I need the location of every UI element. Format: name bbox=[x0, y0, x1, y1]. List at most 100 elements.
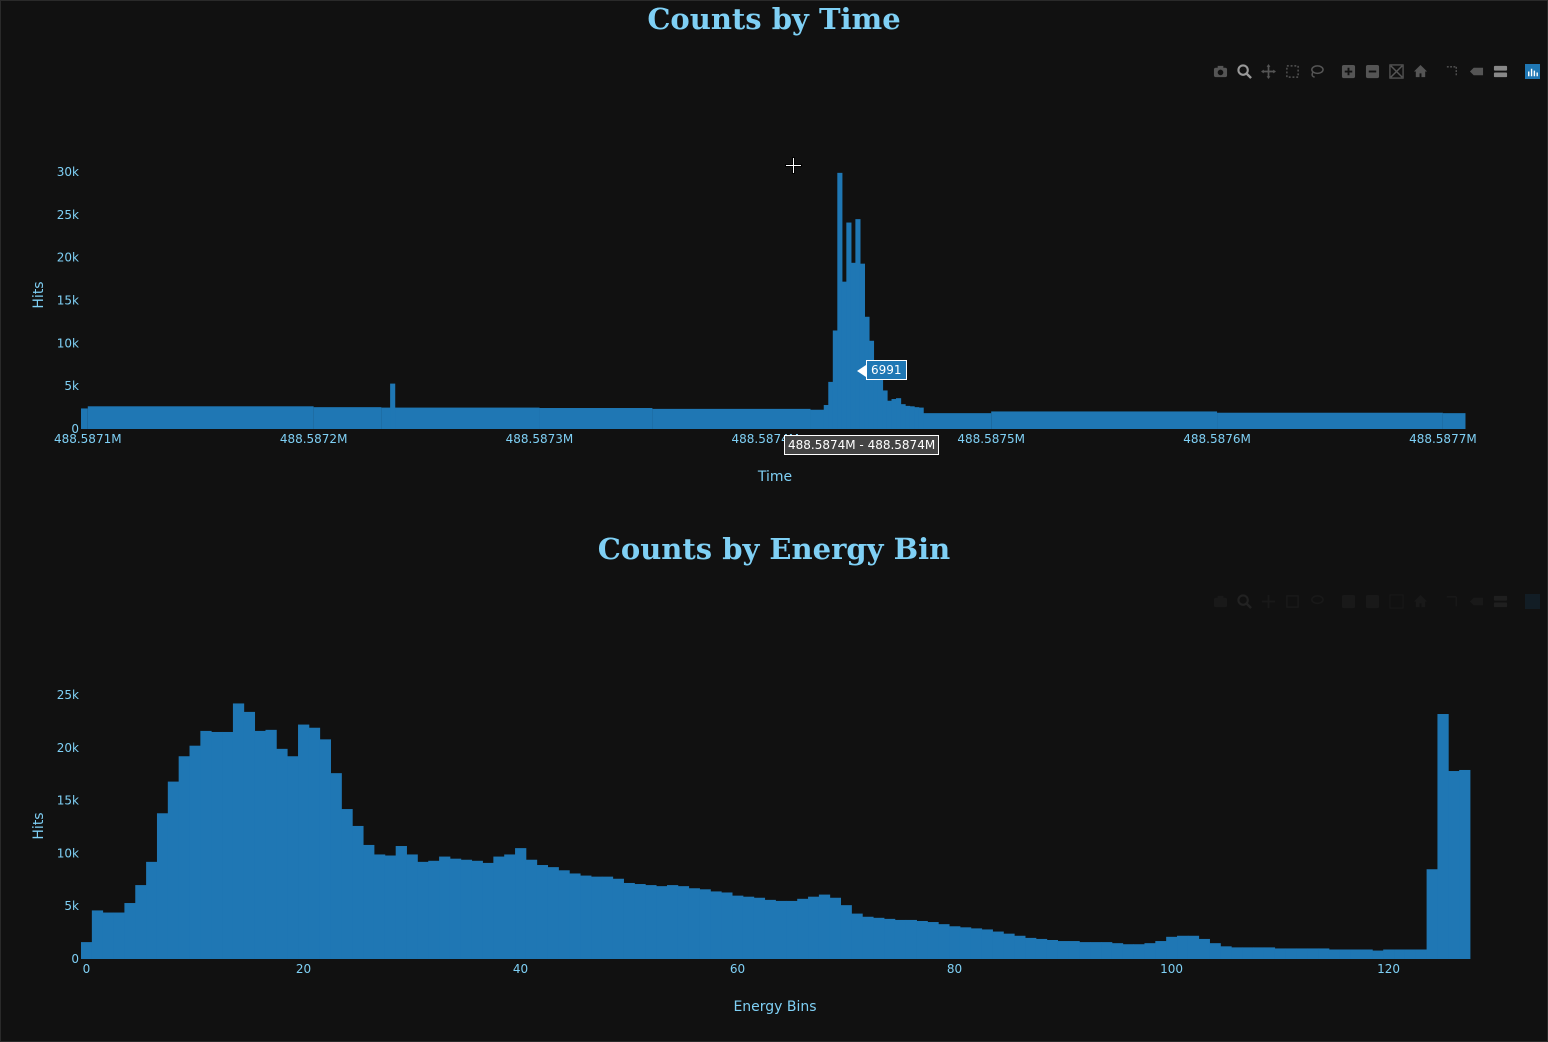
bar[interactable] bbox=[406, 854, 418, 959]
bar[interactable] bbox=[828, 381, 834, 429]
bar[interactable] bbox=[211, 731, 223, 959]
bar[interactable] bbox=[189, 745, 201, 959]
bar[interactable] bbox=[601, 876, 614, 959]
bar[interactable] bbox=[851, 913, 863, 959]
bar[interactable] bbox=[914, 407, 920, 429]
bar[interactable] bbox=[1209, 943, 1221, 959]
bar[interactable] bbox=[390, 383, 396, 429]
bar[interactable] bbox=[1187, 935, 1200, 959]
bar[interactable] bbox=[623, 882, 635, 959]
bar[interactable] bbox=[287, 756, 299, 959]
bar[interactable] bbox=[308, 727, 321, 959]
bar[interactable] bbox=[81, 942, 93, 959]
bar[interactable] bbox=[855, 219, 861, 429]
bar[interactable] bbox=[1394, 949, 1406, 959]
bar[interactable] bbox=[1003, 933, 1015, 959]
bar[interactable] bbox=[243, 711, 256, 959]
bar[interactable] bbox=[515, 848, 527, 959]
bar[interactable] bbox=[970, 928, 983, 959]
bar[interactable] bbox=[938, 924, 950, 959]
bar[interactable] bbox=[1285, 948, 1297, 959]
bar[interactable] bbox=[200, 730, 212, 959]
zoom-out-icon[interactable] bbox=[1362, 62, 1382, 80]
bar[interactable] bbox=[909, 406, 915, 429]
bar[interactable] bbox=[1046, 939, 1059, 959]
bar[interactable] bbox=[645, 885, 657, 959]
box-select-icon[interactable] bbox=[1282, 592, 1302, 610]
bar[interactable] bbox=[832, 330, 838, 429]
bar[interactable] bbox=[1068, 941, 1080, 959]
camera-icon[interactable] bbox=[1210, 592, 1230, 610]
bar[interactable] bbox=[1242, 947, 1254, 959]
bar[interactable] bbox=[102, 912, 114, 959]
bar[interactable] bbox=[905, 405, 911, 429]
bar[interactable] bbox=[558, 870, 570, 959]
bar[interactable] bbox=[732, 895, 744, 959]
time-histogram[interactable]: 488.5871M 488.5872M 488.5873M 488.5874M 488.… bbox=[0, 0, 1548, 500]
bar[interactable] bbox=[1339, 949, 1352, 959]
bar[interactable] bbox=[352, 825, 364, 959]
bar[interactable] bbox=[1459, 769, 1471, 959]
bar[interactable] bbox=[916, 920, 928, 959]
bar[interactable] bbox=[742, 896, 755, 959]
bar[interactable] bbox=[222, 731, 234, 959]
bar[interactable] bbox=[91, 910, 104, 959]
autoscale-icon[interactable] bbox=[1386, 592, 1406, 610]
bar[interactable] bbox=[1025, 937, 1037, 959]
bar[interactable] bbox=[113, 912, 125, 959]
zoom-in-icon[interactable] bbox=[1338, 592, 1358, 610]
bar[interactable] bbox=[1101, 942, 1113, 959]
bar[interactable] bbox=[384, 855, 397, 959]
bar[interactable] bbox=[536, 865, 549, 959]
bar[interactable] bbox=[482, 862, 494, 959]
bar[interactable] bbox=[753, 897, 766, 959]
bar[interactable] bbox=[1079, 942, 1091, 959]
bar[interactable] bbox=[1177, 935, 1189, 959]
energy-histogram[interactable]: 0 20 40 60 80 100 120 0 5k 10k 15k 20k 25k Energy B… bbox=[0, 530, 1548, 1040]
bar[interactable] bbox=[363, 844, 375, 959]
bar[interactable] bbox=[525, 859, 538, 959]
spike-lines-icon[interactable] bbox=[1442, 592, 1462, 610]
plotly-logo-icon[interactable] bbox=[1522, 592, 1542, 610]
bar[interactable] bbox=[873, 369, 879, 429]
bar[interactable] bbox=[417, 861, 429, 959]
bar[interactable] bbox=[918, 407, 924, 429]
bar[interactable] bbox=[1318, 948, 1330, 959]
bar[interactable] bbox=[232, 703, 245, 959]
reset-axes-icon[interactable] bbox=[1410, 62, 1430, 80]
bar[interactable] bbox=[1090, 942, 1102, 959]
bar[interactable] bbox=[905, 919, 917, 959]
bar[interactable] bbox=[504, 854, 516, 959]
bar[interactable] bbox=[1014, 935, 1026, 959]
pan-icon[interactable] bbox=[1258, 62, 1278, 80]
bar[interactable] bbox=[666, 885, 679, 959]
bar[interactable] bbox=[859, 263, 866, 429]
bar[interactable] bbox=[981, 929, 993, 959]
bar[interactable] bbox=[829, 897, 842, 959]
bar[interactable] bbox=[808, 896, 820, 959]
bar[interactable] bbox=[677, 886, 690, 959]
bar[interactable] bbox=[882, 390, 888, 429]
bar[interactable] bbox=[265, 729, 277, 959]
bar[interactable] bbox=[341, 809, 353, 959]
bar[interactable] bbox=[146, 861, 158, 959]
bar[interactable] bbox=[764, 899, 776, 959]
bar[interactable] bbox=[1448, 771, 1460, 959]
zoom-out-icon[interactable] bbox=[1362, 592, 1382, 610]
bar[interactable] bbox=[178, 756, 190, 959]
bar[interactable] bbox=[797, 898, 809, 959]
hover-compare-icon[interactable] bbox=[1490, 62, 1510, 80]
bar[interactable] bbox=[1252, 947, 1265, 959]
zoom-icon[interactable] bbox=[1234, 62, 1254, 80]
bar[interactable] bbox=[1415, 949, 1427, 959]
zoom-icon[interactable] bbox=[1234, 592, 1254, 610]
bar[interactable] bbox=[896, 398, 902, 429]
bar[interactable] bbox=[699, 889, 711, 959]
camera-icon[interactable] bbox=[1210, 62, 1230, 80]
bar[interactable] bbox=[319, 739, 331, 959]
bar[interactable] bbox=[135, 885, 147, 959]
bar[interactable] bbox=[846, 222, 852, 429]
bar[interactable] bbox=[1383, 949, 1395, 959]
bar[interactable] bbox=[840, 905, 852, 959]
bar[interactable] bbox=[1057, 941, 1069, 959]
